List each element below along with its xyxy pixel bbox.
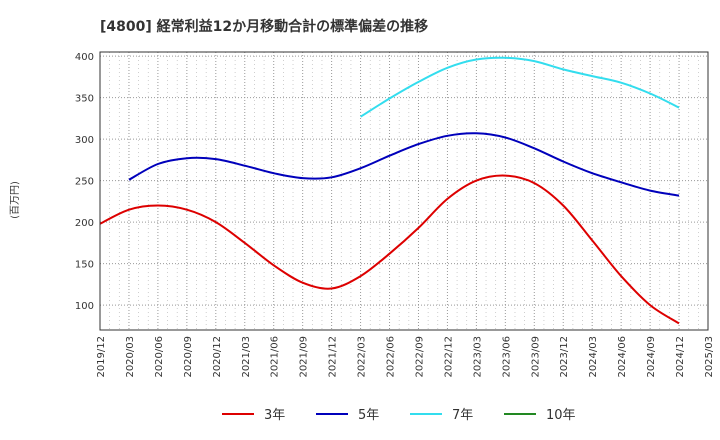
x-tick-label: 2023/03 <box>472 336 483 378</box>
y-tick-label: 300 <box>75 135 94 146</box>
plot-area-frame <box>99 51 709 331</box>
x-tick-label: 2021/09 <box>299 336 310 378</box>
x-tick-label: 2023/06 <box>501 336 512 378</box>
legend-label-0: 3年 <box>264 408 285 423</box>
series-lines <box>99 56 680 325</box>
y-tick-label: 200 <box>75 218 94 229</box>
x-tick-label: 2020/03 <box>125 336 136 378</box>
legend-label-3: 10年 <box>546 408 576 423</box>
legend-label-1: 5年 <box>358 408 379 423</box>
x-tick-labels: 2019/12 2020/03 2020/06 2020/09 2020/12 2021/… <box>96 336 715 378</box>
y-tick-label: 400 <box>75 52 94 63</box>
x-tick-label: 2024/03 <box>588 336 599 378</box>
chart-title: [4800] 経常利益12か月移動合計の標準偏差の推移 <box>100 18 428 35</box>
x-tick-label: 2019/12 <box>96 336 107 378</box>
series-line-1 <box>128 132 680 197</box>
series-line-0 <box>99 174 680 325</box>
x-tick-label: 2024/12 <box>675 336 686 378</box>
x-tick-label: 2021/12 <box>328 336 339 378</box>
x-tick-label: 2024/09 <box>646 336 657 378</box>
x-tick-label: 2020/12 <box>212 336 223 378</box>
legend-label-2: 7年 <box>452 408 473 423</box>
x-tick-label: 2022/06 <box>386 336 397 378</box>
y-tick-label: 150 <box>75 260 94 271</box>
legend: 3年 5年 7年 10年 <box>222 408 576 423</box>
y-tick-label: 350 <box>75 94 94 105</box>
x-tick-label: 2022/03 <box>357 336 368 378</box>
y-tick-label: 250 <box>75 177 94 188</box>
x-tick-label: 2024/06 <box>617 336 628 378</box>
x-tick-label: 2020/09 <box>183 336 194 378</box>
x-tick-label: 2022/09 <box>414 336 425 378</box>
x-tick-label: 2025/03 <box>704 336 715 378</box>
y-axis-label: (百万円) <box>9 181 21 219</box>
x-tick-label: 2021/06 <box>270 336 281 378</box>
grid <box>99 52 709 330</box>
x-tick-label: 2023/09 <box>530 336 541 378</box>
x-tick-label: 2021/03 <box>241 336 252 378</box>
series-line-2 <box>360 56 680 118</box>
y-tick-label: 100 <box>75 301 94 312</box>
x-tick-label: 2020/06 <box>154 336 165 378</box>
x-tick-label: 2023/12 <box>559 336 570 378</box>
y-tick-labels: 100 150 200 250 300 350 400 <box>75 52 94 312</box>
x-tick-label: 2022/12 <box>443 336 454 378</box>
